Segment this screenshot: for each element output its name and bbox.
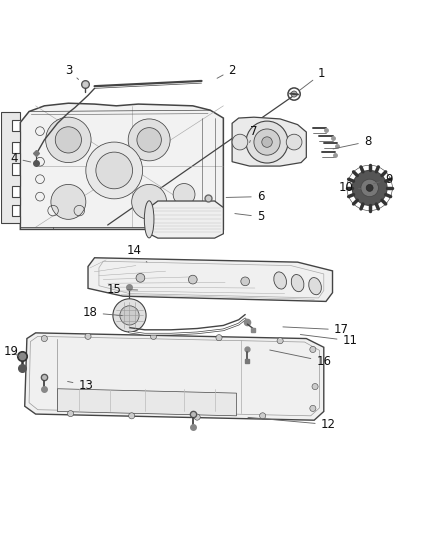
Circle shape	[216, 335, 222, 341]
Circle shape	[86, 142, 143, 199]
Text: 11: 11	[300, 334, 357, 347]
Circle shape	[137, 128, 161, 152]
Text: 8: 8	[333, 135, 371, 149]
Circle shape	[310, 346, 316, 352]
Text: 14: 14	[126, 244, 147, 262]
Circle shape	[129, 413, 135, 419]
Circle shape	[277, 338, 283, 344]
Polygon shape	[149, 201, 223, 238]
Text: 10: 10	[338, 181, 361, 195]
Circle shape	[254, 129, 280, 155]
Circle shape	[128, 119, 170, 161]
Ellipse shape	[274, 272, 286, 289]
Circle shape	[173, 183, 195, 205]
Text: 13: 13	[67, 379, 93, 392]
Circle shape	[260, 413, 266, 419]
Ellipse shape	[291, 274, 304, 292]
Text: 2: 2	[217, 63, 236, 78]
Text: 18: 18	[83, 306, 122, 319]
Ellipse shape	[309, 278, 321, 295]
Circle shape	[132, 184, 166, 220]
Circle shape	[246, 121, 288, 163]
Polygon shape	[20, 103, 223, 229]
Circle shape	[51, 184, 86, 220]
Ellipse shape	[145, 201, 154, 238]
Circle shape	[361, 179, 378, 197]
Text: 3: 3	[65, 63, 78, 79]
Circle shape	[366, 184, 373, 191]
Circle shape	[55, 127, 81, 153]
Text: 19: 19	[4, 345, 19, 358]
Circle shape	[67, 410, 74, 417]
Circle shape	[85, 333, 91, 340]
Text: 16: 16	[270, 350, 331, 368]
Circle shape	[232, 134, 248, 150]
Circle shape	[352, 171, 387, 205]
Circle shape	[113, 299, 146, 332]
Text: 9: 9	[374, 173, 393, 185]
Circle shape	[136, 273, 145, 282]
Circle shape	[262, 137, 272, 147]
Text: 5: 5	[235, 210, 264, 223]
Text: 17: 17	[283, 324, 349, 336]
Circle shape	[150, 333, 156, 340]
Circle shape	[120, 306, 139, 325]
Circle shape	[194, 414, 200, 420]
Polygon shape	[232, 117, 306, 166]
Circle shape	[312, 384, 318, 390]
Polygon shape	[25, 333, 324, 420]
Text: 1: 1	[300, 67, 325, 90]
Polygon shape	[88, 258, 332, 302]
Circle shape	[291, 91, 297, 97]
Polygon shape	[57, 389, 237, 416]
Circle shape	[188, 275, 197, 284]
Text: 7: 7	[250, 125, 258, 142]
Polygon shape	[1, 111, 20, 223]
Circle shape	[310, 405, 316, 411]
Circle shape	[241, 277, 250, 286]
Text: 12: 12	[248, 417, 336, 431]
Circle shape	[96, 152, 133, 189]
Text: 15: 15	[107, 282, 138, 296]
Text: 6: 6	[226, 190, 264, 203]
Text: 4: 4	[10, 152, 31, 165]
Circle shape	[46, 117, 91, 163]
Circle shape	[41, 335, 47, 342]
Circle shape	[286, 134, 302, 150]
